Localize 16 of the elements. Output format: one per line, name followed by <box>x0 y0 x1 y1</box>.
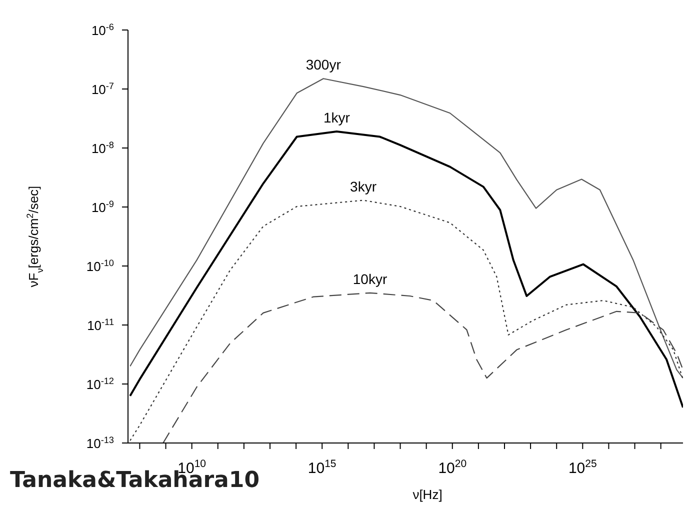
y-tick-label: 10$^{-7}$ <box>91 81 114 97</box>
y-tick-label: 10$^{-13}$ <box>86 435 114 451</box>
x-tick-label: 10$^{25}$ <box>568 458 597 477</box>
series-label: 10kyr <box>352 270 388 287</box>
y-tick-label: 10$^{-6}$ <box>91 22 114 38</box>
y-tick-label: 10$^{-11}$ <box>87 317 114 333</box>
series-label: 1kyr <box>323 110 350 126</box>
x-axis-title: ν[Hz] <box>412 487 442 502</box>
x-tick-label: 10$^{15}$ <box>308 458 336 477</box>
y-tick-label: 10$^{-9}$ <box>91 199 114 215</box>
y-tick-label: 10$^{-10}$ <box>86 258 114 274</box>
x-tick-label: 10$^{20}$ <box>438 458 467 477</box>
y-tick-label: 10$^{-8}$ <box>91 140 114 156</box>
series-label: 3kyr <box>350 178 377 194</box>
y-tick-label: 10$^{-12}$ <box>86 376 114 392</box>
series-label: 300yr <box>306 56 342 73</box>
